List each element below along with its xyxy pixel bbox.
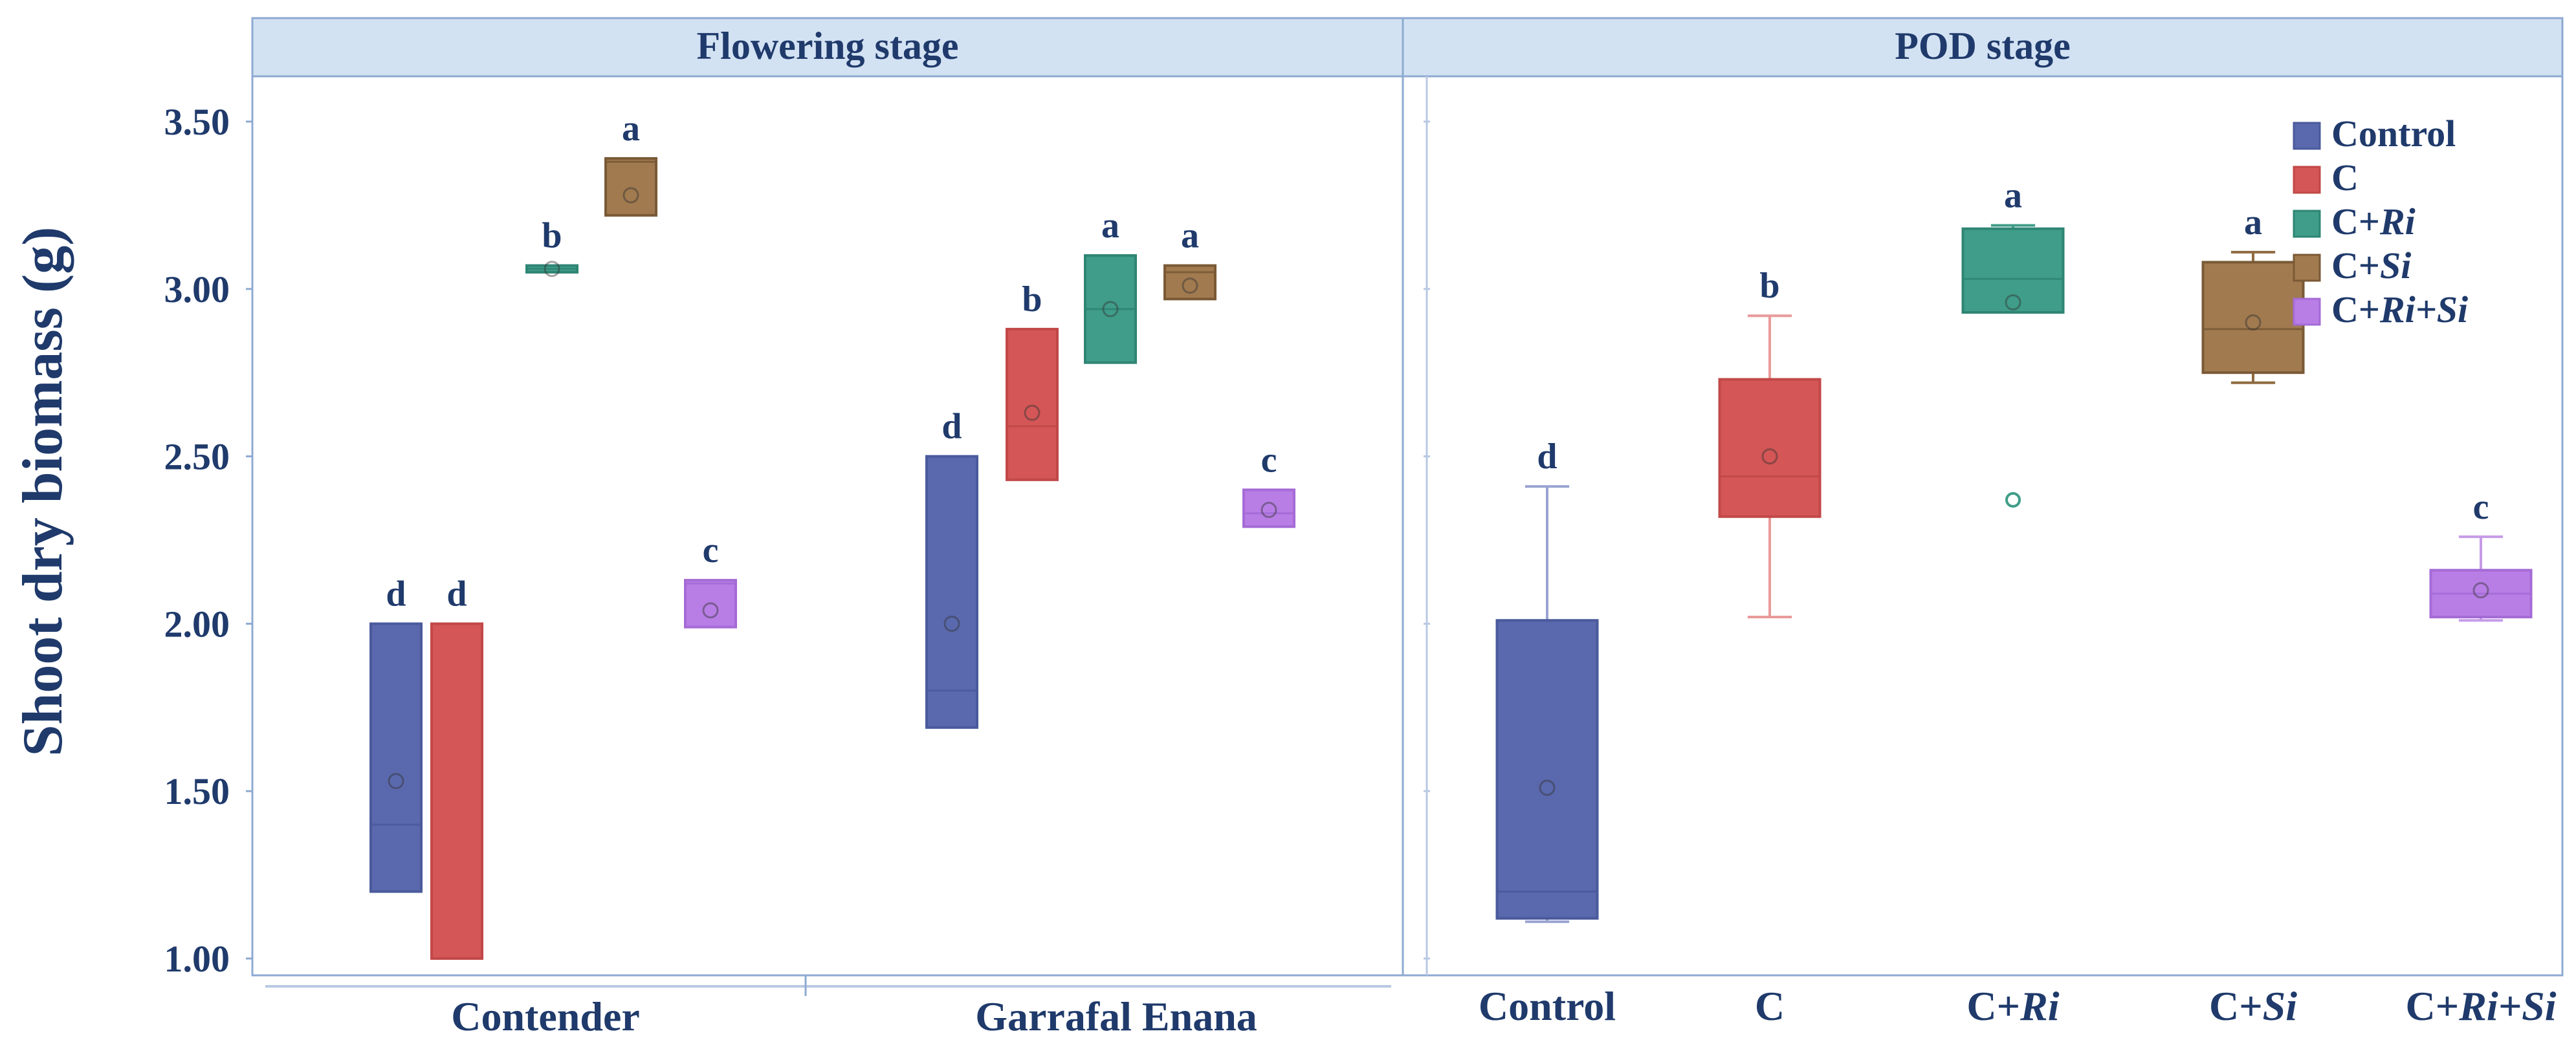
flowering-garrafalenana-c-box: [1006, 327, 1059, 481]
flowering-contender-c-si-box: [604, 157, 657, 217]
flowering-garrafalenana-c-letter: b: [1022, 279, 1042, 320]
pod-c-ri-si-mean: [2472, 582, 2489, 599]
flowering-garrafalenana-c-ri-si-mean: [1260, 501, 1277, 518]
flowering-garrafalenana-c-ri-si-box: [1242, 488, 1295, 528]
flowering-garrafalenana-control-iqr: [925, 455, 978, 729]
axis-ticks: [246, 120, 1430, 960]
flowering-garrafalenana-c-si-letter: a: [1181, 216, 1199, 256]
x-category-label: C+Si: [2209, 983, 2297, 1029]
x-category-label: Garrafal Enana: [975, 993, 1257, 1039]
x-category-label: C+Ri: [1966, 983, 2059, 1029]
flowering-contender-c-ri-si-box: [684, 579, 737, 629]
pod-c-ri-iqr: [1961, 227, 2065, 314]
flowering-garrafalenana-control-letter: d: [941, 407, 962, 447]
legend-label-c-ri: C+Ri: [2331, 200, 2416, 243]
legend-swatch-c-ri-si: [2293, 298, 2321, 326]
panel-title: POD stage: [1895, 25, 2071, 67]
panel-title-bar: [1402, 17, 2564, 78]
flowering-contender-c-letter: d: [446, 574, 467, 614]
pod-c-ri-si-box: [2429, 535, 2533, 622]
flowering-contender-c-si-letter: a: [622, 109, 640, 149]
legend-label-c-si: C+Si: [2331, 244, 2411, 287]
flowering-garrafalenana-c-ri-si-letter: c: [1261, 440, 1277, 480]
pod-c-box: [1718, 314, 1822, 619]
flowering-contender-control-iqr: [369, 622, 423, 893]
x-category-label: C+Ri+Si: [2406, 983, 2557, 1029]
pod-c-si-iqr: [2201, 261, 2305, 374]
y-tick-label: 1.00: [164, 938, 230, 980]
panel-title-bar: [251, 17, 1404, 78]
pod-c-ri-letter: a: [2004, 175, 2022, 215]
legend-label-c: C: [2331, 157, 2359, 199]
y-tick-label: 2.50: [164, 436, 230, 478]
pod-c-ri-outlier: [2005, 492, 2021, 508]
flowering-garrafalenana-c-si-iqr: [1163, 264, 1216, 301]
flowering-contender-c-ri-si-letter: c: [703, 530, 719, 570]
pod-c-letter: b: [1759, 266, 1779, 306]
box-plots: [369, 157, 2533, 960]
flowering-contender-c-si-mean: [622, 187, 639, 204]
x-category-label: Contender: [451, 993, 640, 1039]
legend-label-control: Control: [2331, 113, 2456, 155]
flowering-contender-c-ri-letter: b: [542, 216, 562, 256]
flowering-garrafalenana-control-mean: [943, 615, 960, 632]
legend-swatch-c: [2293, 166, 2321, 194]
y-tick-label: 3.00: [164, 268, 230, 310]
flowering-garrafalenana-c-ri-box: [1084, 254, 1137, 364]
pod-c-ri-box: [1961, 224, 2065, 508]
flowering-garrafalenana-c-mean: [1024, 404, 1040, 421]
panel-border: [1402, 17, 2564, 977]
pod-c-mean: [1761, 448, 1778, 465]
flowering-garrafalenana-c-iqr: [1006, 327, 1059, 481]
legend-swatch-control: [2293, 122, 2321, 150]
flowering-contender-c-iqr: [430, 622, 483, 960]
legend-label-c-ri-si: C+Ri+Si: [2331, 288, 2468, 330]
panel-frames: [251, 17, 2564, 996]
flowering-contender-c-si-iqr: [604, 157, 657, 217]
y-tick-label: 2.00: [164, 603, 230, 645]
pod-c-si-box: [2201, 250, 2305, 384]
flowering-garrafalenana-c-si-mean: [1182, 277, 1198, 294]
flowering-contender-c-ri-si-mean: [702, 602, 719, 619]
pod-c-si-mean: [2245, 314, 2262, 331]
panel-border: [251, 17, 1404, 977]
pod-control-letter: d: [1537, 437, 1557, 477]
legend-swatch-c-ri: [2293, 210, 2321, 238]
flowering-contender-control-letter: d: [386, 574, 406, 614]
pod-control-iqr: [1495, 619, 1599, 920]
pod-c-ri-mean: [2005, 294, 2021, 311]
pod-control-mean: [1539, 779, 1556, 796]
pod-control-box: [1495, 485, 1599, 924]
panel-title: Flowering stage: [697, 25, 959, 67]
flowering-contender-c-ri-box: [525, 261, 578, 277]
pod-c-si-letter: a: [2244, 202, 2262, 243]
flowering-garrafalenana-c-ri-letter: a: [1101, 206, 1119, 246]
y-tick-label: 1.50: [164, 770, 230, 812]
legend-swatch-c-si: [2293, 254, 2321, 282]
x-category-label: Control: [1479, 983, 1616, 1029]
pod-c-ri-si-letter: c: [2473, 487, 2489, 527]
flowering-contender-control-box: [369, 622, 423, 893]
flowering-contender-control-mean: [388, 773, 404, 790]
pod-c-iqr: [1718, 378, 1822, 518]
flowering-contender-c-ri-mean: [544, 261, 560, 277]
flowering-garrafalenana-c-ri-si-iqr: [1242, 488, 1295, 528]
y-tick-label: 3.50: [164, 101, 230, 143]
flowering-contender-c-ri-si-iqr: [684, 579, 737, 629]
x-category-label: C: [1755, 983, 1785, 1029]
flowering-garrafalenana-c-ri-mean: [1102, 301, 1119, 318]
y-axis-label: Shoot dry biomass (g): [12, 227, 74, 757]
flowering-contender-c-box: [430, 622, 483, 960]
flowering-garrafalenana-c-si-box: [1163, 264, 1216, 301]
text-labels: Flowering stage POD stage 1.00 1.50 2.00 2.50…: [12, 25, 2557, 1039]
flowering-garrafalenana-control-box: [925, 455, 978, 729]
